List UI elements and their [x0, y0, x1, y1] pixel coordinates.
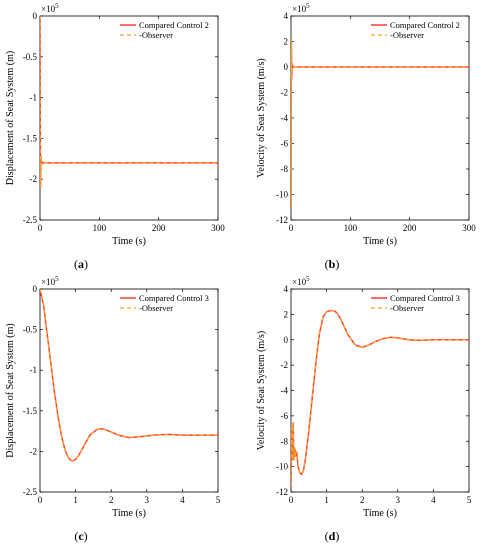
y-multiplier-label: ×105	[41, 2, 59, 14]
x-tick-label: 3	[396, 495, 401, 505]
legend-entry: -Observer	[390, 30, 424, 40]
y-tick-label: -2.5	[23, 215, 38, 225]
y-tick-label: -10	[276, 462, 288, 472]
legend-entry: Compared Control 3	[390, 293, 460, 303]
x-axis-label: Time (s)	[112, 236, 146, 247]
x-tick-label: 2	[360, 495, 365, 505]
y-tick-label: -8	[281, 436, 289, 446]
y-tick-label: -2	[30, 446, 38, 456]
x-tick-label: 100	[344, 223, 358, 233]
series-line-control	[291, 38, 469, 208]
chart-panel-0: 0 100 200 300 0 -0.5 -1 -1.5 -2 -2.5 ×105 Time (s) D…	[5, 2, 225, 271]
x-tick-label: 5	[216, 495, 221, 505]
y-multiplier-label: ×105	[292, 2, 310, 14]
plot-frame	[39, 288, 219, 493]
series-line-observer	[291, 309, 469, 486]
y-tick-label: -10	[276, 190, 288, 200]
panel-label: (b)	[325, 257, 340, 271]
series-line-control	[40, 16, 218, 188]
x-tick-label: 4	[180, 495, 185, 505]
x-tick-label: 1	[324, 495, 329, 505]
x-tick-label: 300	[462, 223, 476, 233]
legend-entry: -Observer	[139, 30, 173, 40]
y-axis-label: Velocity of Seat System (m/s)	[256, 331, 267, 450]
y-tick-label: 0	[33, 11, 38, 21]
x-tick-label: 2	[109, 495, 114, 505]
chart-panel-2: 0 1 2 3 4 5 0 -0.5 -1 -1.5 -2 -2.5 ×105 Time (s) Displ…	[5, 275, 221, 543]
y-tick-label: -12	[276, 215, 288, 225]
legend-entry: Compared Control 2	[390, 20, 460, 30]
y-axis-label: Velocity of Seat System (m/s)	[256, 58, 267, 177]
series-line-observer	[40, 289, 218, 462]
chart-panel-3: 0 1 2 3 4 5 4 2 0 -2 -4 -6 -8 -10 -12 ×105 Time (s) Veloc…	[256, 275, 472, 543]
x-tick-label: 4	[431, 495, 436, 505]
y-tick-label: -4	[281, 386, 289, 396]
x-tick-label: 0	[38, 223, 43, 233]
x-tick-label: 200	[403, 223, 417, 233]
panel-label: (d)	[325, 529, 340, 543]
x-axis-label: Time (s)	[112, 508, 146, 519]
y-tick-label: -1.5	[23, 133, 38, 143]
x-axis-label: Time (s)	[363, 236, 397, 247]
y-tick-label: -0.5	[23, 52, 38, 62]
x-tick-label: 200	[152, 223, 166, 233]
legend-entry: -Observer	[390, 303, 424, 313]
y-tick-label: -2	[281, 360, 289, 370]
plot-frame	[39, 15, 219, 221]
y-tick-label: -12	[276, 487, 288, 497]
x-tick-label: 300	[211, 223, 225, 233]
legend-entry: Compared Control 2	[139, 20, 209, 30]
y-tick-label: 0	[284, 62, 289, 72]
y-tick-label: 4	[284, 11, 289, 21]
plot-frame	[290, 288, 470, 493]
y-tick-label: -2	[30, 174, 38, 184]
y-tick-label: -2.5	[23, 487, 38, 497]
legend-entry: -Observer	[139, 303, 173, 313]
y-tick-label: 2	[284, 309, 289, 319]
y-axis-label: Displacement of Seat System (m)	[5, 51, 16, 185]
y-multiplier-label: ×105	[41, 275, 59, 287]
y-tick-label: -6	[281, 411, 289, 421]
legend-entry: Compared Control 3	[139, 293, 209, 303]
y-tick-label: -8	[281, 164, 289, 174]
series-line-control	[40, 289, 218, 463]
y-tick-label: -4	[281, 113, 289, 123]
plot-frame	[290, 15, 470, 221]
y-tick-label: 4	[284, 284, 289, 294]
y-tick-label: -1	[30, 365, 38, 375]
x-axis-label: Time (s)	[363, 508, 397, 519]
y-axis-label: Displacement of Seat System (m)	[5, 323, 16, 457]
x-tick-label: 1	[73, 495, 78, 505]
x-tick-label: 3	[145, 495, 150, 505]
y-tick-label: -1	[30, 93, 38, 103]
y-tick-label: 0	[284, 335, 289, 345]
y-tick-label: -2	[281, 88, 289, 98]
panel-label: (a)	[74, 257, 88, 271]
y-tick-label: 0	[33, 284, 38, 294]
x-tick-label: 0	[289, 495, 294, 505]
y-tick-label: -0.5	[23, 325, 38, 335]
x-tick-label: 100	[93, 223, 107, 233]
x-tick-label: 0	[38, 495, 43, 505]
series-line-control	[291, 309, 469, 486]
y-tick-label: -1.5	[23, 406, 38, 416]
panel-label: (c)	[74, 529, 87, 543]
x-tick-label: 5	[467, 495, 472, 505]
y-tick-label: -6	[281, 139, 289, 149]
y-tick-label: 2	[284, 37, 289, 47]
y-multiplier-label: ×105	[292, 275, 310, 287]
chart-panel-1: 0 100 200 300 4 2 0 -2 -4 -6 -8 -10 -12 ×105 Time (s) V…	[256, 2, 476, 271]
x-tick-label: 0	[289, 223, 294, 233]
series-line-observer	[40, 16, 218, 188]
series-line-observer	[291, 38, 469, 208]
